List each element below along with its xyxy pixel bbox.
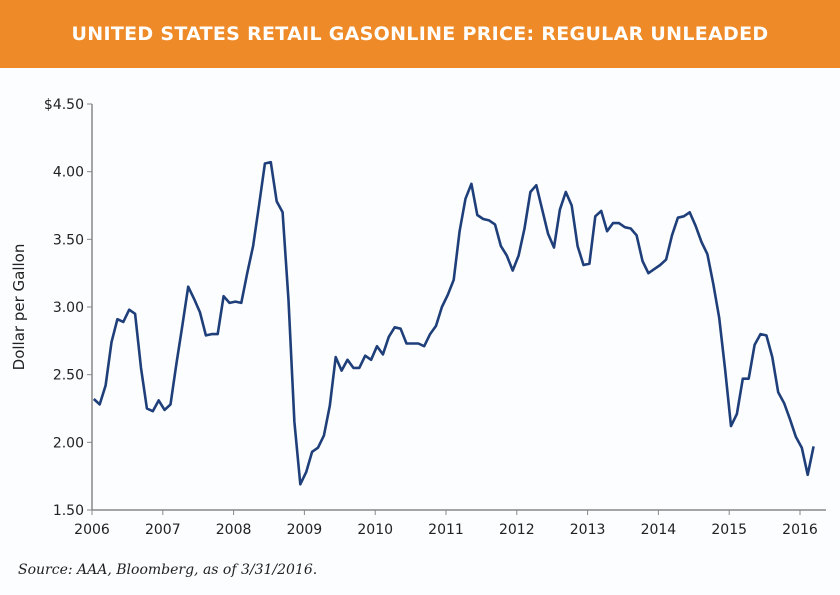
y-tick-label: 3.50 [53,232,84,248]
x-tick-label: 2009 [287,522,323,538]
x-tick-label: 2010 [357,522,393,538]
y-tick-label: $4.50 [44,97,84,113]
price-line [92,160,815,486]
x-tick-label: 2012 [499,522,535,538]
source-note: Source: AAA, Bloomberg, as of 3/31/2016. [18,562,318,578]
y-axis-label: Dollar per Gallon [10,244,28,371]
x-tick-label: 2016 [782,522,818,538]
chart-title: UNITED STATES RETAIL GASONLINE PRICE: RE… [71,23,769,45]
x-tick-label: 2013 [570,522,606,538]
x-tick-label: 2008 [216,522,252,538]
y-tick-label: 4.00 [53,165,84,181]
x-tick-label: 2014 [641,522,677,538]
y-tick-label: 1.50 [53,503,84,519]
x-tick-label: 2007 [145,522,181,538]
x-tick-label: 2006 [74,522,110,538]
x-tick-label: 2015 [711,522,747,538]
line-chart: 1.50 2.00 2.50 3.00 3.50 4.00 $4.50 2006 2007 200… [10,97,826,538]
y-tick-label: 3.00 [53,300,84,316]
y-tick-label: 2.50 [53,368,84,384]
x-tick-label: 2011 [428,522,464,538]
title-banner: UNITED STATES RETAIL GASONLINE PRICE: RE… [0,0,840,68]
y-tick-label: 2.00 [53,435,84,451]
